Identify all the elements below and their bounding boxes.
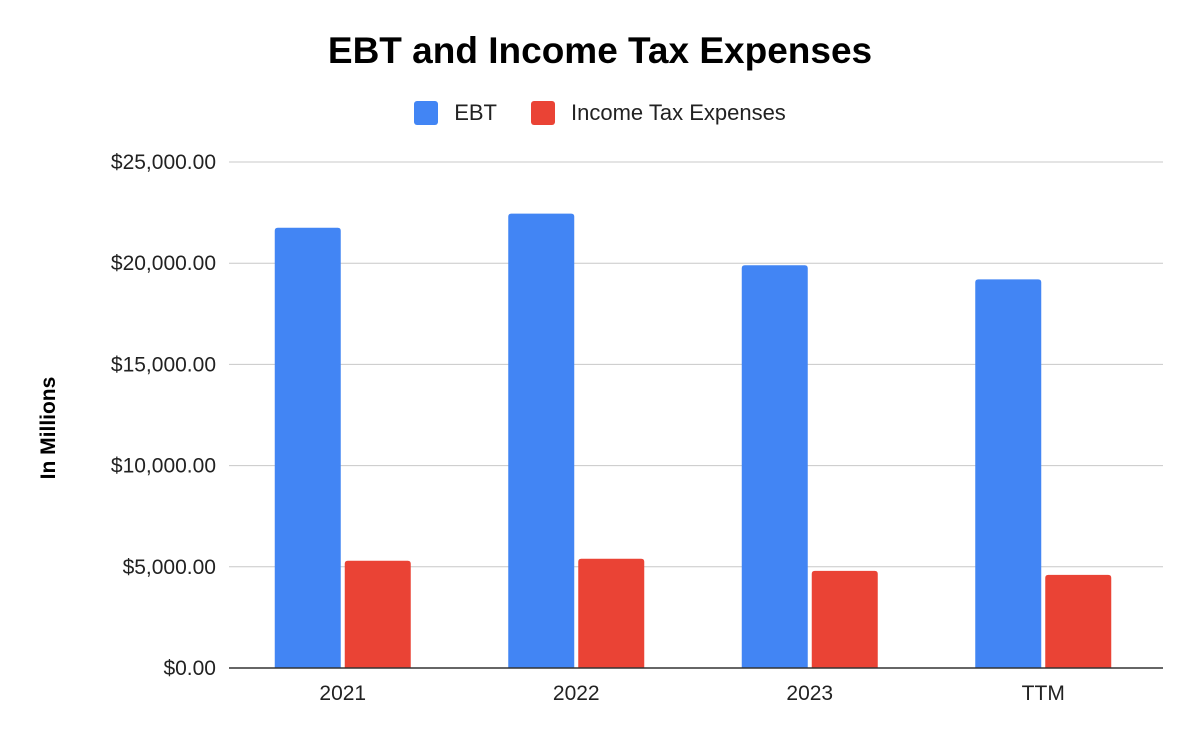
bar-ebt: [741, 265, 808, 668]
chart-title: EBT and Income Tax Expenses: [327, 30, 873, 71]
legend-swatch-ebt: [414, 101, 439, 125]
y-tick-label: $5,000.00: [123, 556, 216, 579]
legend-swatch-income-tax: [530, 101, 555, 125]
y-tick-label: $25,000.00: [111, 151, 216, 174]
bar-income-tax: [811, 570, 878, 668]
y-tick-label: $20,000.00: [111, 252, 216, 275]
bar-income-tax: [344, 560, 411, 668]
bar-ebt: [508, 213, 575, 668]
y-tick-label: $10,000.00: [111, 455, 216, 478]
legend-label-ebt: EBT: [454, 100, 497, 125]
bar-ebt: [975, 279, 1042, 668]
y-tick-label: $15,000.00: [111, 353, 216, 376]
bar-ebt: [274, 227, 341, 668]
x-tick-label: 2023: [786, 682, 833, 705]
x-tick-label: 2022: [553, 682, 600, 705]
legend-item-ebt: EBT: [414, 100, 497, 126]
bar-income-tax: [1045, 574, 1112, 668]
legend: EBT Income Tax Expenses: [0, 100, 1200, 126]
x-tick-label: 2021: [319, 682, 366, 705]
y-axis-label: In Millions: [37, 377, 60, 480]
legend-item-income-tax: Income Tax Expenses: [530, 100, 786, 126]
legend-label-income-tax: Income Tax Expenses: [570, 100, 786, 125]
y-tick-label: $0.00: [163, 657, 216, 680]
x-tick-label: TTM: [1022, 682, 1065, 705]
bar-income-tax: [578, 558, 645, 668]
